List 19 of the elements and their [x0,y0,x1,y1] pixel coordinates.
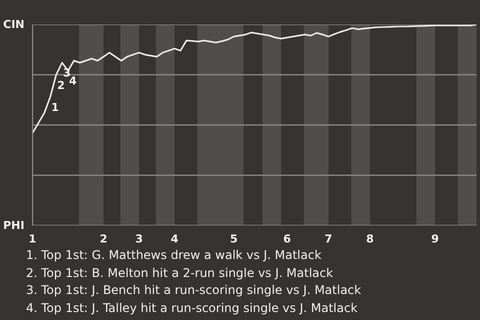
text: 4. Top 1st: J. Talley hit a run-scoring single vs J. Matlack [26,300,358,314]
annotation: 4 [69,74,78,88]
x-tick-label: 3 [135,232,143,246]
x-tick-label: 8 [366,232,374,246]
annotation: 3 [63,66,71,80]
x-tick-label: 2 [100,232,108,246]
annotation: 2 [57,78,65,92]
annotation: 1 [51,100,59,114]
x-tick-label: 6 [283,232,292,246]
x-tick-label: 5 [230,232,238,246]
x-tick-label: 4 [170,232,179,246]
x-tick-label: 7 [324,232,332,246]
text: 3. Top 1st: J. Bench hit a run-scoring single vs J. Matlack [26,283,362,297]
x-tick-label: 9 [431,232,439,246]
text: 1. Top 1st: G. Matthews drew a walk vs J. Matlack [26,248,322,262]
text: 2. Top 1st: B. Melton hit a 2-run single vs J. Matlack [26,266,334,280]
ref-line-label: CIN [3,18,25,31]
x-tick-label: 1 [28,232,36,246]
ref-line-label: PHI [3,219,25,232]
